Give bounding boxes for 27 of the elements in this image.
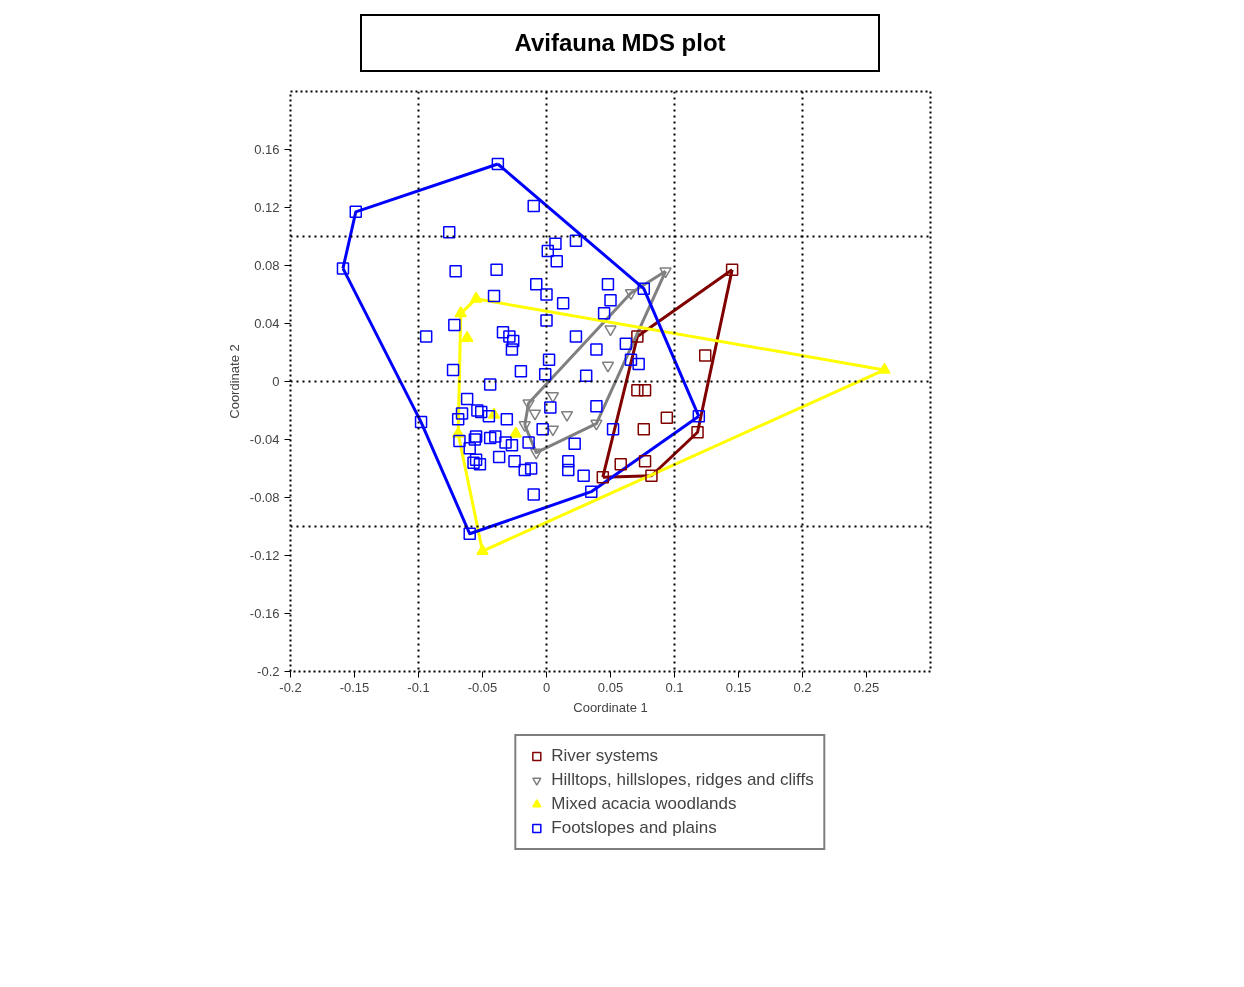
x-tick-label: 0.2 — [793, 679, 812, 695]
x-tick-label: -0.1 — [407, 679, 430, 695]
y-tick-label: -0.08 — [249, 490, 280, 506]
y-axis-title: Coordinate 2 — [226, 344, 242, 419]
x-tick-label: 0.05 — [597, 679, 624, 695]
y-tick-label: 0 — [272, 374, 280, 390]
y-tick-label: 0.16 — [254, 142, 280, 158]
x-tick-label: 0.15 — [725, 679, 752, 695]
y-tick-label: 0.12 — [254, 200, 280, 216]
y-tick-label: -0.04 — [249, 432, 280, 448]
y-tick-label: -0.2 — [257, 664, 280, 680]
y-tick-label: -0.16 — [249, 606, 280, 622]
y-tick-label: 0.04 — [254, 316, 280, 332]
chart-title: Avifauna MDS plot — [514, 28, 726, 58]
legend-label: Footslopes and plains — [551, 818, 717, 839]
x-tick-label: -0.05 — [467, 679, 498, 695]
x-tick-label: 0.25 — [853, 679, 880, 695]
legend-label: Mixed acacia woodlands — [551, 794, 737, 815]
y-tick-label: 0.08 — [254, 258, 280, 274]
y-tick-label: -0.12 — [249, 548, 280, 564]
legend-label: River systems — [551, 746, 659, 767]
x-tick-label: 0 — [542, 679, 551, 695]
x-axis-title: Coordinate 1 — [573, 699, 648, 715]
x-tick-label: 0.1 — [665, 679, 684, 695]
legend-label: Hilltops, hillslopes, ridges and cliffs — [551, 770, 814, 791]
x-tick-label: -0.2 — [279, 679, 302, 695]
x-tick-label: -0.15 — [339, 679, 370, 695]
